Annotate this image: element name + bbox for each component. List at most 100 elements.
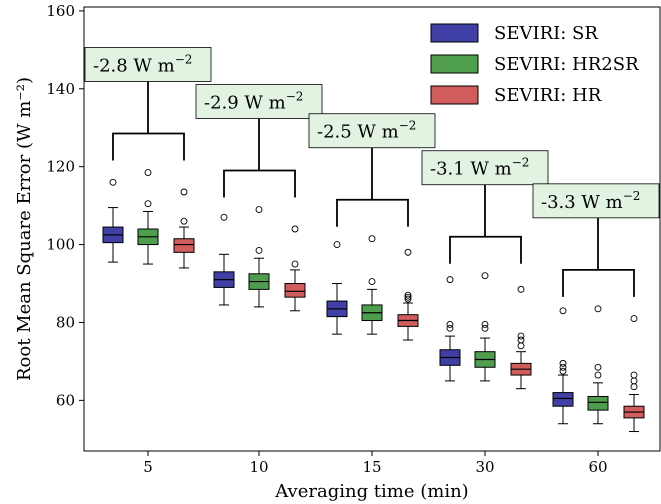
annotation-bracket [562, 217, 635, 297]
box-3-60 [623, 315, 645, 433]
x-tick-label: 15 [362, 458, 381, 476]
annotation-exponent: −2 [623, 189, 641, 203]
box-body [284, 283, 306, 298]
box-2-30 [474, 272, 496, 382]
y-tick-label: 120 [46, 158, 75, 176]
box-body [552, 392, 574, 407]
annotation-exponent: −2 [286, 90, 304, 104]
outlier-point [180, 217, 188, 225]
annotation-10: -2.9 W m−2 [195, 84, 323, 198]
y-tick-label: 60 [56, 391, 75, 409]
annotation-30: -3.1 W m−2 [421, 150, 549, 264]
annotation-exponent: −2 [512, 156, 530, 170]
outlier-point [144, 169, 152, 176]
annotation-15: -2.5 W m−2 [308, 113, 436, 227]
x-tick-label: 5 [143, 458, 153, 476]
annotation-bracket [336, 147, 409, 227]
outlier-point [517, 336, 525, 344]
outlier-point [333, 241, 341, 249]
outlier-point [220, 213, 228, 221]
outlier-point [255, 246, 263, 254]
legend-swatch [430, 54, 479, 74]
outlier-point [404, 248, 412, 256]
annotation-exponent: −2 [399, 119, 417, 133]
box-1-10 [213, 213, 235, 306]
box-1-30 [439, 276, 461, 382]
y-axis: 60 80 100 120 140 160 [46, 2, 84, 409]
annotation-60: -3.3 W m−2 [532, 183, 660, 297]
box-body [173, 238, 195, 253]
box-1-60 [552, 307, 574, 425]
outlier-point [404, 291, 412, 299]
box-2-10 [248, 206, 270, 308]
box-body [587, 395, 609, 411]
outlier-point [559, 363, 567, 371]
outlier-point [559, 307, 567, 315]
annotation-label: -2.9 W m−2 [204, 90, 303, 114]
annotation-box [421, 150, 549, 186]
y-axis-title: Root Mean Square Error (W m⁻²) [14, 77, 35, 381]
outlier-point [517, 342, 525, 350]
outlier-point [368, 278, 376, 286]
outlier-point [368, 235, 376, 243]
outlier-point [291, 225, 299, 233]
annotation-box [84, 47, 212, 82]
box-2-15 [361, 235, 383, 335]
outlier-point [594, 363, 602, 371]
annotation-label: -2.5 W m−2 [317, 119, 416, 143]
annotation-label: -2.8 W m−2 [93, 53, 192, 77]
y-tick-label: 160 [46, 2, 75, 20]
outlier-point [630, 371, 638, 379]
legend: SEVIRI: SR SEVIRI: HR2SR SEVIRI: HR [430, 23, 639, 106]
annotation-bracket [223, 118, 296, 198]
annotation-bracket [449, 184, 522, 264]
y-tick-label: 140 [46, 80, 75, 98]
boxes-layer [102, 169, 645, 433]
box-2-60 [587, 305, 609, 425]
annotation-value: -2.8 W m [93, 56, 175, 77]
box-3-10 [284, 225, 306, 312]
annotation-value: -3.3 W m [541, 192, 623, 213]
outlier-point [594, 371, 602, 379]
annotation-value: -2.5 W m [317, 122, 399, 143]
box-2-5 [137, 169, 159, 265]
outlier-point [109, 178, 117, 186]
box-1-5 [102, 178, 124, 263]
outlier-point [144, 200, 152, 208]
legend-swatch [430, 85, 479, 105]
outlier-point [446, 276, 454, 284]
annotation-box [308, 113, 436, 149]
outlier-point [255, 206, 263, 213]
legend-label: SEVIRI: HR [494, 85, 602, 106]
annotation-bracket [112, 81, 185, 161]
outlier-point [446, 324, 454, 332]
annotation-box [532, 183, 660, 219]
annotation-box [195, 84, 323, 119]
box-3-5 [173, 188, 195, 269]
outlier-point [481, 324, 489, 332]
outlier-point [559, 367, 567, 375]
box-3-15 [397, 248, 419, 341]
annotation-exponent: −2 [175, 53, 193, 67]
outlier-point [517, 285, 525, 293]
y-tick-label: 80 [56, 313, 75, 331]
annotation-value: -2.9 W m [204, 93, 286, 114]
box-3-30 [510, 285, 532, 390]
x-tick-label: 10 [249, 458, 268, 476]
outlier-point [180, 188, 188, 196]
outlier-point [481, 320, 489, 328]
x-tick-label: 30 [475, 458, 494, 476]
annotation-label: -3.1 W m−2 [430, 156, 529, 180]
legend-label: SEVIRI: HR2SR [494, 54, 639, 75]
outlier-point [559, 359, 567, 367]
box-1-15 [326, 241, 348, 335]
outlier-point [446, 320, 454, 328]
outlier-point [481, 272, 489, 280]
outlier-point [404, 295, 412, 303]
x-axis-title: Averaging time (min) [274, 481, 468, 502]
annotation-5: -2.8 W m−2 [84, 47, 212, 161]
outlier-point [291, 260, 299, 268]
legend-swatch [430, 23, 479, 43]
y-tick-label: 100 [46, 236, 75, 254]
